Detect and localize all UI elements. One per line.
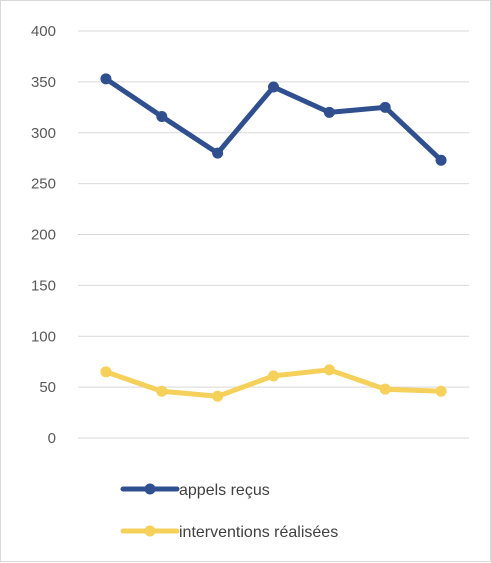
- y-tick-label: 400: [31, 23, 56, 40]
- series-lines: [100, 73, 447, 402]
- data-point: [323, 364, 335, 376]
- legend-label: appels reçus: [179, 482, 270, 499]
- y-tick-label: 250: [31, 176, 56, 193]
- data-point: [435, 385, 447, 397]
- y-tick-label: 150: [31, 277, 56, 294]
- legend-swatch-marker: [144, 525, 156, 537]
- data-point: [100, 73, 112, 85]
- data-point: [435, 154, 447, 166]
- data-point: [379, 383, 391, 395]
- data-point: [212, 147, 224, 159]
- series-1: [100, 364, 447, 402]
- y-axis-tick-labels: 0 50 100 150 200 250 300 350 400: [31, 23, 56, 447]
- y-tick-label: 350: [31, 74, 56, 91]
- y-tick-label: 0: [48, 430, 56, 447]
- data-point: [268, 81, 279, 93]
- data-point: [323, 106, 335, 118]
- data-point: [212, 390, 224, 402]
- legend: appels reçus interventions réalisées: [120, 482, 338, 541]
- data-point: [100, 366, 112, 378]
- y-tick-label: 100: [31, 328, 56, 345]
- y-tick-label: 50: [39, 379, 56, 396]
- y-tick-label: 200: [31, 227, 56, 244]
- legend-swatch-marker: [144, 483, 156, 495]
- data-point: [156, 110, 168, 122]
- legend-item-1: interventions réalisées: [120, 524, 338, 541]
- data-point: [268, 370, 279, 382]
- y-tick-label: 300: [31, 125, 56, 142]
- legend-item-0: appels reçus: [120, 482, 270, 499]
- series-0: [100, 73, 447, 166]
- data-point: [379, 101, 391, 113]
- legend-label: interventions réalisées: [179, 524, 338, 541]
- data-point: [156, 385, 168, 397]
